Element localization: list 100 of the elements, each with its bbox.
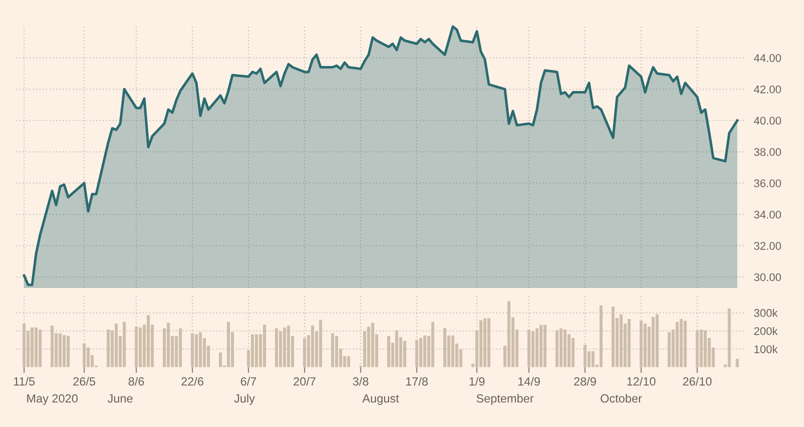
bar	[166, 322, 170, 368]
y-tick-label: 42.00	[754, 85, 782, 94]
bar	[114, 324, 118, 368]
x-tick-label: 20/7	[294, 376, 316, 386]
x2-tick-label: June	[108, 394, 133, 403]
bar	[612, 306, 615, 368]
x2-tick-label: August	[362, 394, 399, 405]
bar	[572, 338, 575, 368]
y-tick-label: 100k	[754, 345, 778, 354]
x2-tick-label: October	[600, 394, 642, 403]
bar	[531, 331, 534, 368]
bar	[22, 324, 26, 368]
y-tick-label: 38.00	[754, 148, 782, 156]
bar	[279, 331, 282, 368]
bar	[303, 338, 306, 368]
bar	[275, 328, 278, 368]
bar	[287, 326, 290, 368]
bar	[644, 324, 647, 368]
y-tick-label: 30.00	[754, 273, 782, 282]
bar	[311, 326, 314, 368]
x2-tick-label: May 2020	[27, 394, 78, 405]
x-tick-label: 26/5	[73, 376, 96, 386]
y-tick-label: 36.00	[754, 179, 782, 188]
bar	[704, 330, 707, 368]
bar	[58, 333, 62, 368]
y-tick-label: 32.00	[754, 242, 782, 250]
bar	[479, 320, 482, 368]
bar	[335, 336, 338, 368]
bar	[628, 318, 631, 368]
bar	[331, 333, 334, 368]
bar	[194, 334, 198, 368]
bar	[134, 326, 138, 368]
bar	[387, 336, 390, 368]
bar	[250, 334, 254, 368]
x-tick-label: 26/10	[683, 376, 712, 386]
bar	[696, 330, 699, 368]
bar	[555, 330, 558, 368]
bar	[656, 314, 659, 368]
x-tick-label: 12/10	[627, 376, 656, 386]
bar	[283, 327, 286, 368]
bar	[122, 322, 126, 368]
bar	[146, 315, 150, 368]
bar	[38, 329, 42, 368]
bar	[403, 340, 406, 368]
x-tick-label: 28/9	[574, 376, 596, 386]
x-tick-label: 6/7	[240, 376, 256, 386]
bar	[190, 333, 194, 368]
bar	[592, 351, 595, 368]
bar	[30, 327, 34, 368]
bar	[559, 328, 562, 368]
bar	[34, 327, 38, 368]
bar	[262, 324, 266, 368]
x-tick-label: 8/6	[128, 376, 144, 386]
x-tick-label: 14/9	[518, 376, 540, 386]
bar	[652, 316, 655, 368]
bar	[600, 306, 603, 368]
bar	[668, 332, 671, 368]
bar	[82, 344, 86, 368]
bar	[367, 326, 370, 368]
bar	[736, 358, 739, 368]
bar	[584, 344, 587, 368]
x-tick-label: 11/5	[14, 376, 35, 386]
bar	[640, 320, 643, 368]
bar	[50, 326, 54, 368]
bar	[178, 328, 182, 368]
bar	[700, 329, 703, 368]
bar	[423, 335, 426, 368]
y-tick-label: 44.00	[754, 54, 782, 62]
bar	[347, 356, 350, 368]
y-tick-label: 300k	[754, 308, 778, 317]
x2-tick-label: September	[476, 394, 534, 405]
bar	[728, 308, 731, 368]
bar	[543, 324, 546, 368]
bar	[62, 335, 66, 368]
y-tick-label: 40.00	[754, 116, 782, 125]
bar	[487, 318, 490, 368]
bar	[539, 324, 542, 368]
x-tick-label: 1/9	[470, 376, 485, 386]
bar	[419, 338, 422, 368]
bar	[431, 322, 434, 368]
bar	[535, 328, 538, 368]
bar	[395, 330, 398, 368]
x-tick-label: 3/8	[352, 376, 368, 386]
bar	[443, 328, 446, 368]
bar	[451, 335, 454, 368]
bar	[198, 332, 202, 368]
bar	[138, 327, 142, 368]
bar	[680, 318, 683, 368]
bar	[415, 340, 418, 368]
bar	[86, 347, 90, 368]
bar	[620, 314, 623, 368]
bar	[483, 318, 486, 368]
bar	[684, 320, 687, 368]
bar	[527, 329, 530, 368]
x-tick-label: 22/6	[181, 376, 204, 386]
bar	[319, 320, 322, 368]
y-tick-label: 200k	[754, 326, 778, 336]
bar	[507, 301, 510, 368]
bar	[254, 334, 258, 368]
x-tick-label: 17/8	[406, 376, 428, 386]
